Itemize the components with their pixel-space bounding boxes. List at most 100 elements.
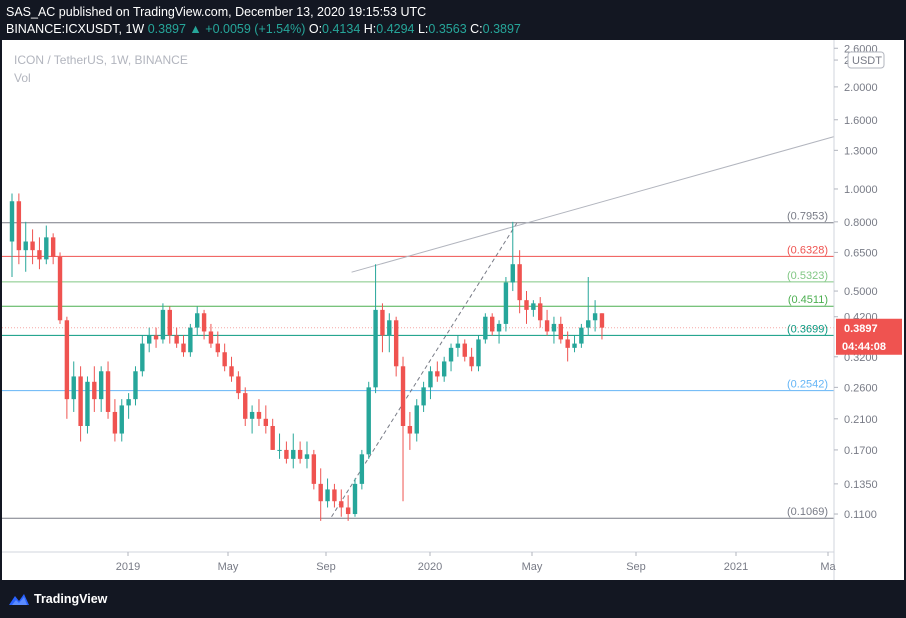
open-value: 0.4134 [322, 22, 361, 36]
candle-body [366, 387, 371, 455]
high-label: H: [363, 22, 377, 36]
candle-body [50, 237, 56, 258]
candle-body [311, 454, 317, 484]
tradingview-brand: TradingView [34, 592, 108, 606]
currency-label: USDT [852, 55, 882, 67]
level-label: (0.5323) [787, 270, 828, 282]
candle-body [105, 371, 111, 412]
candle-body [435, 371, 440, 377]
price-tick-label: 0.8000 [844, 217, 878, 229]
candle-body [119, 405, 124, 434]
candle-body [462, 343, 467, 357]
candle-body [414, 405, 419, 434]
candle-body [112, 411, 118, 434]
candle-body [256, 411, 262, 419]
candle-body [291, 449, 296, 459]
candle-body [215, 343, 220, 353]
candle-body [37, 250, 42, 260]
candle-body [558, 323, 563, 340]
candle-body [23, 241, 28, 251]
candle-body [277, 449, 282, 451]
candle-body [229, 366, 234, 377]
candle-body [71, 376, 76, 400]
candle-body [222, 352, 227, 367]
price-tick-label: 0.1700 [844, 445, 878, 457]
candle-body [78, 376, 83, 426]
chart-area[interactable]: (0.7953) (0.6328) (0.5323) (0.4511) (0.3699)… [2, 40, 904, 580]
candle-body [201, 313, 207, 332]
time-tick-label: 2021 [724, 561, 748, 573]
candle-body [496, 323, 502, 332]
candle-body [98, 371, 104, 400]
price-tick-label: 2.0000 [844, 82, 878, 94]
candle-body [490, 316, 495, 332]
price-change: +0.0059 (+1.54%) [205, 22, 306, 36]
candle-body [380, 309, 385, 336]
candle-body [16, 201, 22, 251]
candle-body [586, 320, 591, 328]
time-tick-label: Ma [820, 561, 836, 573]
candle-body [92, 381, 97, 400]
candle-body [483, 316, 488, 340]
candle-body [243, 393, 248, 419]
low-label: L: [417, 22, 429, 36]
candlestick-chart[interactable]: (0.7953) (0.6328) (0.5323) (0.4511) (0.3699)… [2, 40, 904, 580]
price-tick-label: 0.5000 [844, 286, 878, 298]
close-value: 0.3897 [482, 22, 521, 36]
candle-body [140, 343, 145, 372]
level-label: (0.1069) [787, 506, 828, 518]
price-tick-label: 1.0000 [844, 184, 878, 196]
candle-body [304, 454, 310, 459]
candle-body [517, 264, 522, 301]
currency-badge [847, 51, 885, 69]
candle-body [236, 376, 241, 394]
candle-body [297, 449, 303, 459]
price-tick-label: 0.2100 [844, 414, 878, 426]
candle-body [174, 335, 179, 344]
candle-body [448, 347, 454, 362]
symbol-label: BINANCE:ICXUSDT, 1W [6, 22, 145, 36]
countdown-label: 04:44:08 [842, 341, 886, 353]
candle-body [421, 387, 426, 406]
resistance-trend-line [351, 136, 835, 273]
price-tick-label: 1.6000 [844, 115, 878, 127]
high-value: 0.4294 [376, 22, 415, 36]
candle-body [339, 501, 344, 508]
candle-body [476, 339, 481, 367]
candle-body [30, 241, 35, 251]
low-value: 0.3563 [428, 22, 467, 36]
candle-body [352, 483, 358, 515]
candle-body [325, 489, 330, 502]
symbol-ohlc-line: BINANCE:ICXUSDT, 1W 0.3897 ▲ +0.0059 (+1… [6, 22, 521, 36]
candle-body [538, 303, 543, 321]
candle-body [469, 356, 474, 367]
dashed-trend-line [331, 221, 519, 517]
time-tick-label: Sep [626, 561, 646, 573]
candle-body [441, 361, 447, 377]
price-tick-label: 0.1350 [844, 479, 878, 491]
up-arrow-icon: ▲ [189, 22, 202, 36]
candle-body [387, 320, 392, 336]
candle-body [85, 381, 90, 426]
candle-body [126, 399, 131, 406]
time-tick-label: 2019 [116, 561, 140, 573]
candle-body [524, 300, 529, 310]
candle-body [544, 320, 550, 332]
candle-body [572, 343, 577, 348]
candle-body [133, 371, 138, 400]
candle-body [428, 371, 433, 388]
candle-body [579, 327, 584, 344]
candle-body [147, 335, 152, 344]
candle-body [44, 237, 49, 260]
time-tick-label: May [522, 561, 543, 573]
chart-title: ICON / TetherUS, 1W, BINANCE [14, 53, 188, 67]
candle-body [64, 320, 70, 400]
candle-body [393, 320, 399, 367]
level-label: (0.4511) [788, 294, 828, 306]
candle-body [195, 313, 200, 328]
price-tick-label: 0.6500 [844, 247, 878, 259]
volume-label: Vol [14, 71, 31, 85]
candle-body [400, 366, 406, 426]
price-tick-label: 0.2600 [844, 382, 878, 394]
price-tag [836, 318, 902, 355]
